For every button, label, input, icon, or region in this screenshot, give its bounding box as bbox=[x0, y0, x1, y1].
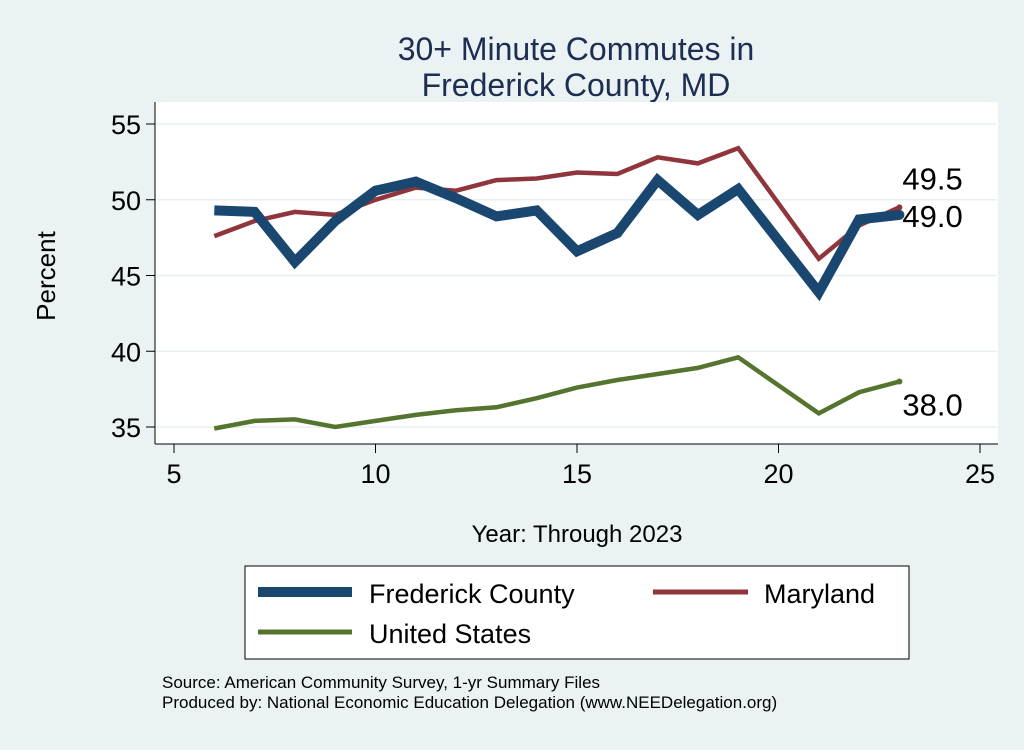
gridlines bbox=[156, 123, 997, 428]
series-line-united-states bbox=[213, 354, 900, 431]
end-labels: 49.549.0 38.0 bbox=[902, 161, 962, 422]
end-label-frederick-county: 49.0 bbox=[902, 199, 962, 234]
legend-item-frederick-county: Frederick County bbox=[258, 579, 575, 609]
source-note: Source: American Community Survey, 1-yr … bbox=[162, 673, 600, 692]
x-tick-label-20: 20 bbox=[763, 459, 793, 489]
series-line-frederick-county bbox=[214, 172, 900, 302]
producer-note: Produced by: National Economic Education… bbox=[162, 693, 777, 712]
x-tick-label-15: 15 bbox=[562, 459, 592, 489]
y-tick-label-55: 55 bbox=[111, 110, 141, 140]
x-axis-label: Year: Through 2023 bbox=[472, 521, 683, 548]
chart-title-line-2: Frederick County, MD bbox=[422, 67, 731, 103]
y-tick-label-45: 45 bbox=[111, 262, 141, 292]
y-tick-label-40: 40 bbox=[111, 337, 141, 367]
legend-label-frederick-county: Frederick County bbox=[369, 579, 575, 609]
plot-area bbox=[155, 102, 998, 444]
series-line-maryland bbox=[213, 145, 901, 263]
end-marker-united-states bbox=[896, 378, 903, 385]
chart-title-line-1: 30+ Minute Commutes in bbox=[398, 31, 755, 67]
legend-label-maryland: Maryland bbox=[764, 579, 875, 609]
y-tick-label-35: 35 bbox=[111, 413, 141, 443]
y-axis-label: Percent bbox=[31, 230, 61, 320]
legend-box bbox=[244, 565, 910, 660]
x-tick-label-10: 10 bbox=[360, 459, 390, 489]
x-tick-label-5: 5 bbox=[166, 459, 181, 489]
end-label-united-states: 38.0 bbox=[902, 388, 962, 423]
legend-item-united-states: United States bbox=[258, 619, 531, 649]
legend-item-maryland: Maryland bbox=[653, 579, 875, 609]
end-marker-maryland bbox=[896, 204, 903, 211]
y-axis-ticks: 35 40 45 50 55 bbox=[111, 110, 155, 443]
x-tick-label-25: 25 bbox=[965, 459, 995, 489]
legend-label-united-states: United States bbox=[369, 619, 531, 649]
end-marker-frederick-county bbox=[894, 209, 905, 220]
end-label-maryland: 49.5 bbox=[902, 161, 962, 196]
y-tick-label-50: 50 bbox=[111, 186, 141, 216]
x-axis-ticks: 5 10 15 20 25 bbox=[166, 444, 995, 489]
series-layer bbox=[213, 145, 905, 431]
